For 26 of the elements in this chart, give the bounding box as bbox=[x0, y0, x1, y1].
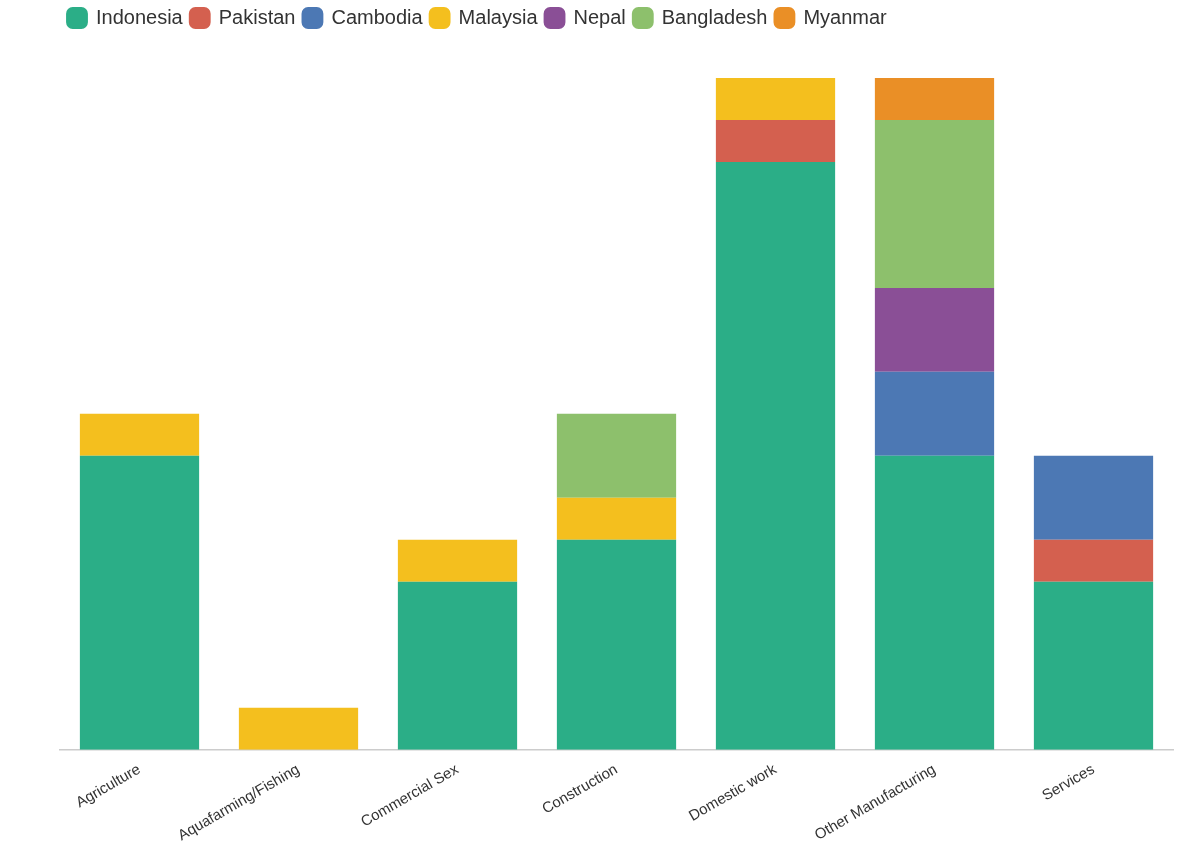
bar bbox=[715, 161, 836, 750]
legend-label: Cambodia bbox=[331, 5, 424, 28]
legend-label: Indonesia bbox=[96, 5, 184, 28]
bar bbox=[715, 119, 836, 162]
bar bbox=[874, 455, 995, 750]
bar bbox=[556, 413, 677, 498]
legend-label: Pakistan bbox=[218, 5, 296, 28]
bar bbox=[238, 707, 359, 750]
legend-label: Nepal bbox=[573, 5, 626, 28]
bar bbox=[874, 78, 995, 120]
bar bbox=[1033, 581, 1154, 750]
bar bbox=[79, 413, 200, 456]
bar bbox=[556, 497, 677, 540]
bar bbox=[1033, 455, 1154, 540]
bar bbox=[397, 539, 518, 582]
bar bbox=[715, 78, 836, 120]
bar bbox=[79, 455, 200, 750]
bar bbox=[1033, 539, 1154, 582]
bar bbox=[874, 371, 995, 456]
bar bbox=[874, 119, 995, 288]
bar bbox=[397, 581, 518, 750]
legend-label: Bangladesh bbox=[661, 5, 768, 28]
bar bbox=[874, 287, 995, 372]
legend-label: Myanmar bbox=[803, 5, 888, 28]
bar bbox=[556, 539, 677, 750]
legend-label: Malaysia bbox=[458, 5, 539, 28]
